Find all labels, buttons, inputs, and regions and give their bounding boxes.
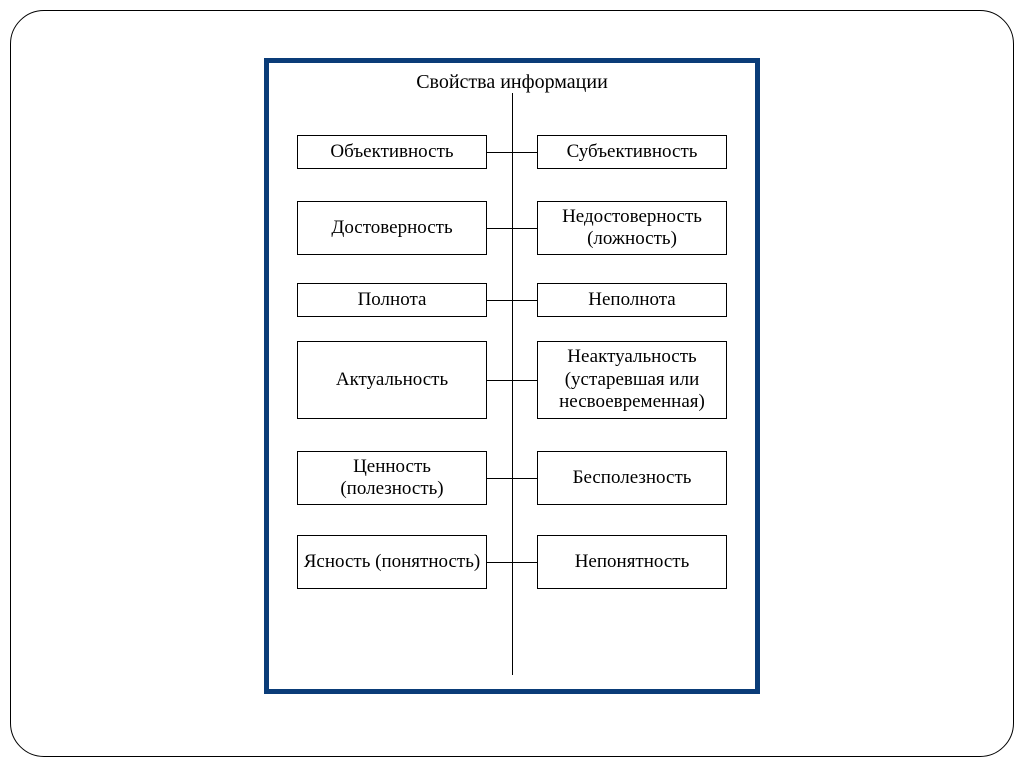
property-label: Неполнота bbox=[588, 289, 675, 311]
property-box-left: Полнота bbox=[297, 283, 487, 317]
property-box-left: Достоверность bbox=[297, 201, 487, 255]
property-box-right: Неполнота bbox=[537, 283, 727, 317]
connector bbox=[487, 562, 537, 563]
diagram: Свойства информации Объективность Субъект… bbox=[269, 63, 755, 689]
property-label: Недостоверность (ложность) bbox=[542, 206, 722, 251]
connector bbox=[487, 228, 537, 229]
property-box-left: Ценность (полезность) bbox=[297, 451, 487, 505]
diagram-frame: Свойства информации Объективность Субъект… bbox=[264, 58, 760, 694]
property-box-left: Объективность bbox=[297, 135, 487, 169]
property-label: Достоверность bbox=[331, 217, 452, 239]
property-box-left: Ясность (понятность) bbox=[297, 535, 487, 589]
property-label: Полнота bbox=[358, 289, 427, 311]
property-label: Объективность bbox=[330, 141, 453, 163]
connector bbox=[487, 380, 537, 381]
property-box-left: Актуальность bbox=[297, 341, 487, 419]
property-label: Субъективность bbox=[567, 141, 698, 163]
connector bbox=[487, 300, 537, 301]
property-label: Бесполезность bbox=[573, 467, 692, 489]
property-label: Ясность (понятность) bbox=[304, 551, 480, 573]
connector bbox=[487, 478, 537, 479]
property-box-right: Субъективность bbox=[537, 135, 727, 169]
property-box-right: Непонятность bbox=[537, 535, 727, 589]
property-box-right: Недостоверность (ложность) bbox=[537, 201, 727, 255]
diagram-title: Свойства информации bbox=[269, 71, 755, 94]
property-label: Ценность (полезность) bbox=[302, 456, 482, 501]
slide: Свойства информации Объективность Субъект… bbox=[0, 0, 1024, 767]
property-box-right: Бесполезность bbox=[537, 451, 727, 505]
property-label: Неактуальность (устаревшая или несвоевре… bbox=[542, 346, 722, 413]
property-label: Непонятность bbox=[575, 551, 690, 573]
property-label: Актуальность bbox=[336, 369, 448, 391]
property-box-right: Неактуальность (устаревшая или несвоевре… bbox=[537, 341, 727, 419]
connector bbox=[487, 152, 537, 153]
center-line bbox=[512, 93, 513, 675]
